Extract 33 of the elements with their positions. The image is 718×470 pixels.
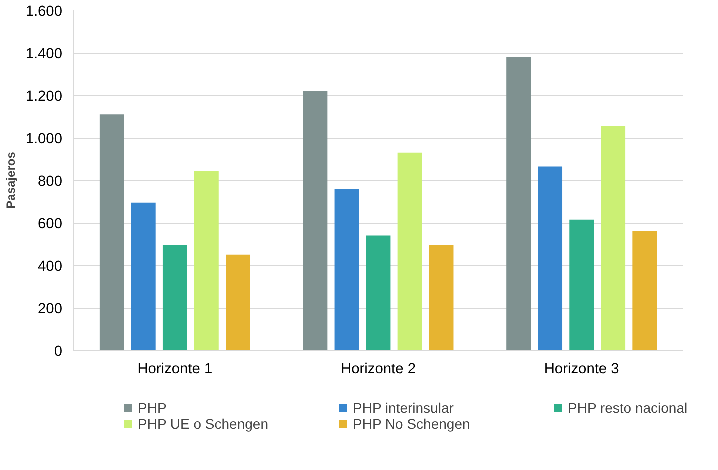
legend-label: PHP xyxy=(138,400,168,416)
bar xyxy=(131,202,156,350)
bar xyxy=(538,166,563,350)
bar xyxy=(162,245,188,350)
y-tick-label: 200 xyxy=(38,302,63,318)
y-tick-label: 400 xyxy=(38,259,63,275)
legend-label: PHP UE o Schengen xyxy=(138,416,270,432)
bar xyxy=(334,189,360,350)
legend-label: PHP interinsular xyxy=(353,400,455,416)
y-tick-label: 1.600 xyxy=(26,4,63,20)
y-tick-label: 1.200 xyxy=(26,89,63,105)
bar xyxy=(226,254,250,350)
x-tick-label: Horizonte 3 xyxy=(544,362,620,378)
bar xyxy=(100,114,124,350)
legend-label: PHP No Schengen xyxy=(353,416,472,432)
x-tick-label: Horizonte 1 xyxy=(138,362,213,378)
bar xyxy=(506,57,531,350)
x-tick-label: Horizonte 2 xyxy=(341,362,416,378)
y-tick-label: 1.400 xyxy=(26,46,63,62)
bar xyxy=(366,236,391,350)
y-tick-label: 800 xyxy=(38,174,63,190)
bar xyxy=(632,232,658,350)
bar xyxy=(398,152,422,350)
y-tick-label: 0 xyxy=(54,344,63,360)
y-tick-label: 1.000 xyxy=(26,132,63,148)
bar xyxy=(429,245,454,350)
bar xyxy=(570,220,594,350)
y-axis-title: Pasajeros xyxy=(4,152,18,209)
bar xyxy=(194,170,219,350)
y-tick-label: 600 xyxy=(38,216,63,232)
legend-label: PHP resto nacional xyxy=(568,400,689,416)
bar xyxy=(601,126,626,350)
bar xyxy=(303,91,328,350)
